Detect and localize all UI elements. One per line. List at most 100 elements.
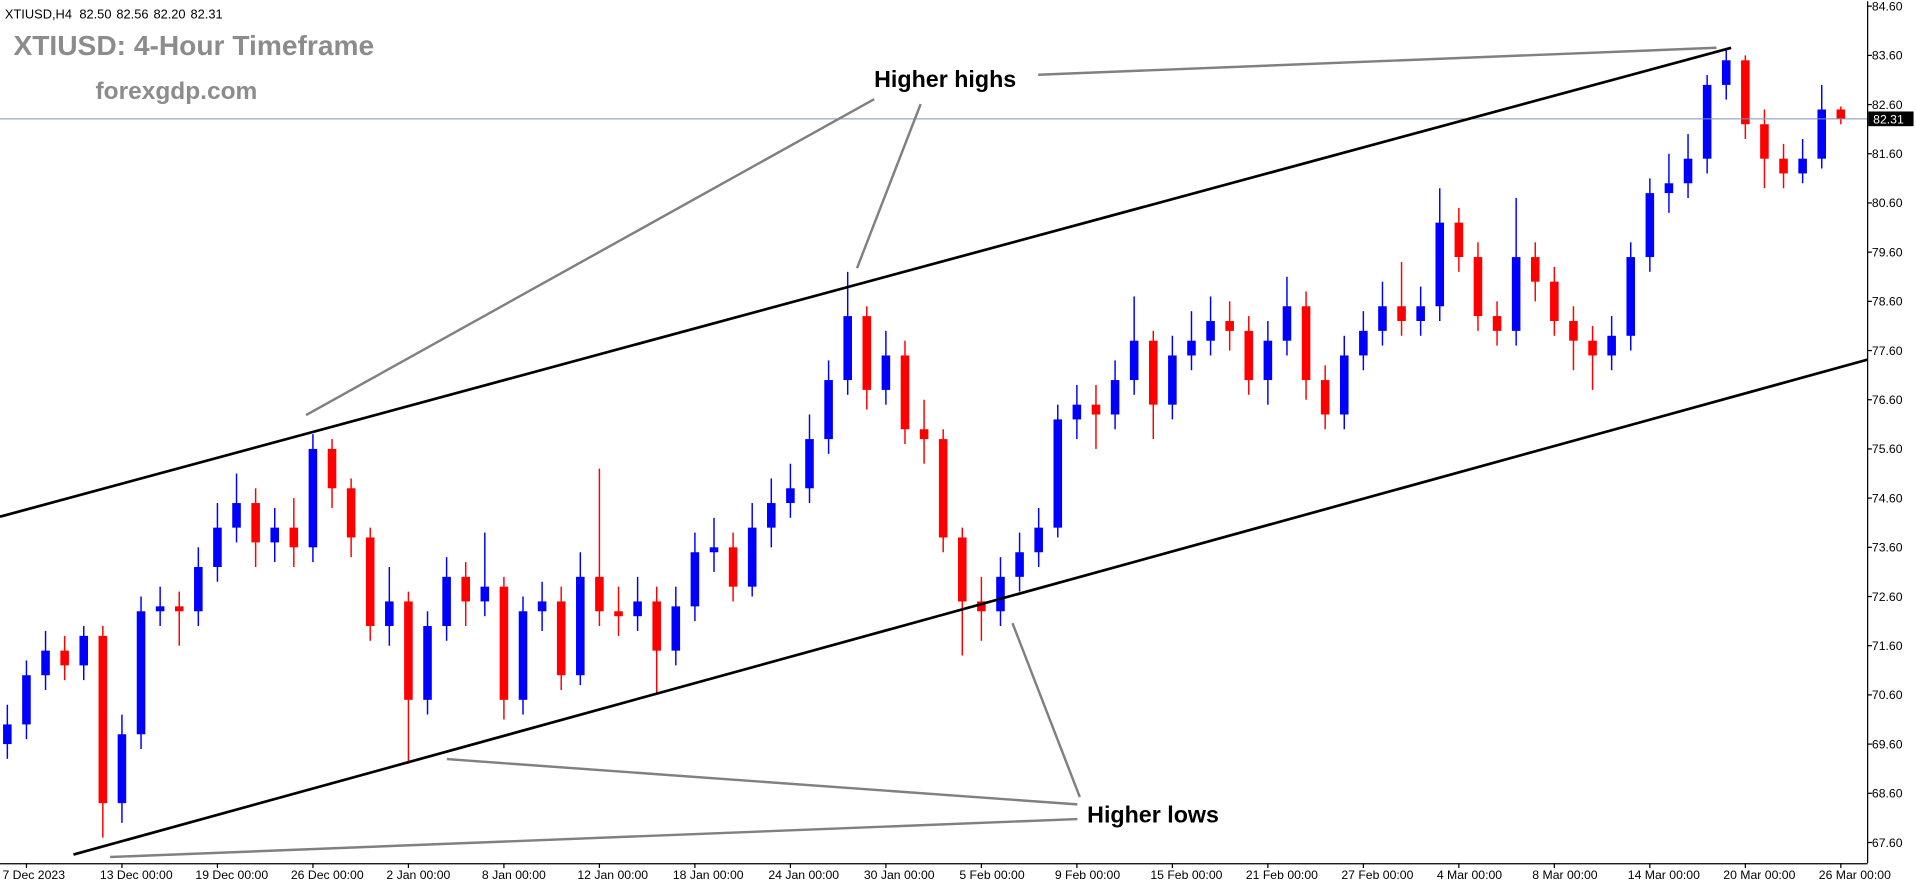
candle-body (1282, 306, 1292, 341)
candle-body (614, 611, 623, 617)
candle-body (1550, 281, 1559, 322)
candle-body (919, 429, 929, 440)
candle-body (1530, 257, 1540, 282)
candle-body (900, 355, 910, 430)
candle-body (136, 611, 146, 735)
quote-open: 82.50 (79, 6, 111, 21)
candle-body (996, 576, 1005, 612)
candle-body (805, 439, 814, 489)
candle-body (442, 576, 451, 627)
candle-body (289, 527, 299, 548)
candle-body (633, 601, 642, 617)
candle-body (1378, 306, 1387, 331)
pointer (855, 103, 922, 269)
x-tick-label: 30 Jan 00:00 (864, 868, 935, 882)
candle-body (346, 488, 356, 538)
candle-body (1148, 340, 1158, 405)
price-tag-label: 82.31 (1873, 113, 1904, 127)
x-tick-label: 21 Feb 00:00 (1246, 868, 1318, 882)
candle-body (709, 547, 719, 553)
candle-body (232, 503, 241, 528)
candle-body (537, 601, 547, 612)
candle-body (404, 601, 413, 700)
x-tick-label: 26 Dec 00:00 (291, 868, 364, 882)
candle-body (786, 488, 795, 504)
x-tick-label: 9 Feb 00:00 (1055, 868, 1120, 882)
candle-body (1168, 355, 1177, 405)
candle-body (1511, 257, 1521, 331)
candle-body (671, 606, 681, 651)
annotation: Higher lows (1087, 802, 1219, 828)
candle-body (1473, 257, 1483, 317)
pointer (446, 757, 1078, 806)
candle-body (1760, 124, 1769, 159)
x-tick-label: 27 Feb 00:00 (1341, 868, 1413, 882)
candle-body (174, 606, 184, 612)
candle-body (1569, 321, 1578, 341)
candle-body (1072, 404, 1082, 420)
candle-body (862, 316, 872, 390)
candle-body (1263, 340, 1273, 381)
candle-body (977, 601, 986, 612)
y-tick-label: 74.60 (1872, 491, 1903, 505)
candle-body (499, 586, 509, 700)
y-tick-label: 79.60 (1872, 245, 1903, 259)
candle-body (1416, 306, 1425, 322)
y-tick-label: 71.60 (1872, 639, 1903, 653)
candle-body (155, 606, 165, 612)
candle-body (1359, 330, 1368, 356)
candle-body (576, 576, 585, 676)
x-tick-label: 4 Mar 00:00 (1437, 868, 1502, 882)
candle-body (41, 650, 50, 676)
chart-title: XTIUSD: 4-Hour Timeframe (13, 30, 374, 61)
quote-line: XTIUSD,H4 82.50 82.56 82.20 82.31 (5, 6, 223, 21)
candle-body (365, 537, 375, 627)
y-tick-label: 83.60 (1872, 49, 1903, 63)
candle-body (1225, 321, 1234, 331)
y-tick-label: 75.60 (1872, 442, 1903, 456)
candle-body (1836, 109, 1846, 119)
candle-body (1798, 158, 1807, 174)
candle-body (385, 601, 394, 627)
candle-body (1683, 158, 1693, 184)
x-tick-label: 7 Dec 2023 (2, 868, 65, 882)
pointer (1011, 622, 1081, 798)
candle-body (824, 380, 833, 440)
candle-body (1702, 84, 1712, 159)
candle-body (1129, 340, 1139, 381)
candle-body (327, 448, 337, 489)
candle-body (843, 316, 852, 381)
candle-body (3, 724, 12, 745)
candle-body (1817, 109, 1827, 159)
quote-low: 82.20 (153, 6, 185, 21)
candle-body (1397, 306, 1406, 322)
x-tick-label: 24 Jan 00:00 (768, 868, 839, 882)
x-tick-label: 20 Mar 00:00 (1723, 868, 1795, 882)
lower-channel (73, 358, 1868, 856)
candle-body (1454, 222, 1464, 258)
price-tag (1868, 111, 1914, 127)
candle-body (213, 527, 222, 567)
candle-body (690, 552, 700, 607)
y-tick-label: 80.60 (1872, 196, 1903, 210)
x-tick-label: 2 Jan 00:00 (386, 868, 450, 882)
candle-body (1015, 552, 1024, 577)
upper-channel (0, 46, 1732, 518)
candle-body (1301, 306, 1311, 381)
candle-body (1626, 257, 1636, 336)
candle-body (1034, 527, 1043, 553)
candle-body (556, 601, 566, 676)
x-tick-label: 26 Mar 00:00 (1819, 868, 1891, 882)
candle-body (1110, 380, 1120, 415)
candle-body (194, 566, 203, 612)
candle-body (117, 734, 127, 804)
quote-high: 82.56 (116, 6, 148, 21)
candle-body (461, 576, 471, 602)
candle-body (1721, 60, 1731, 85)
pointer (305, 98, 875, 417)
y-tick-label: 70.60 (1872, 688, 1903, 702)
